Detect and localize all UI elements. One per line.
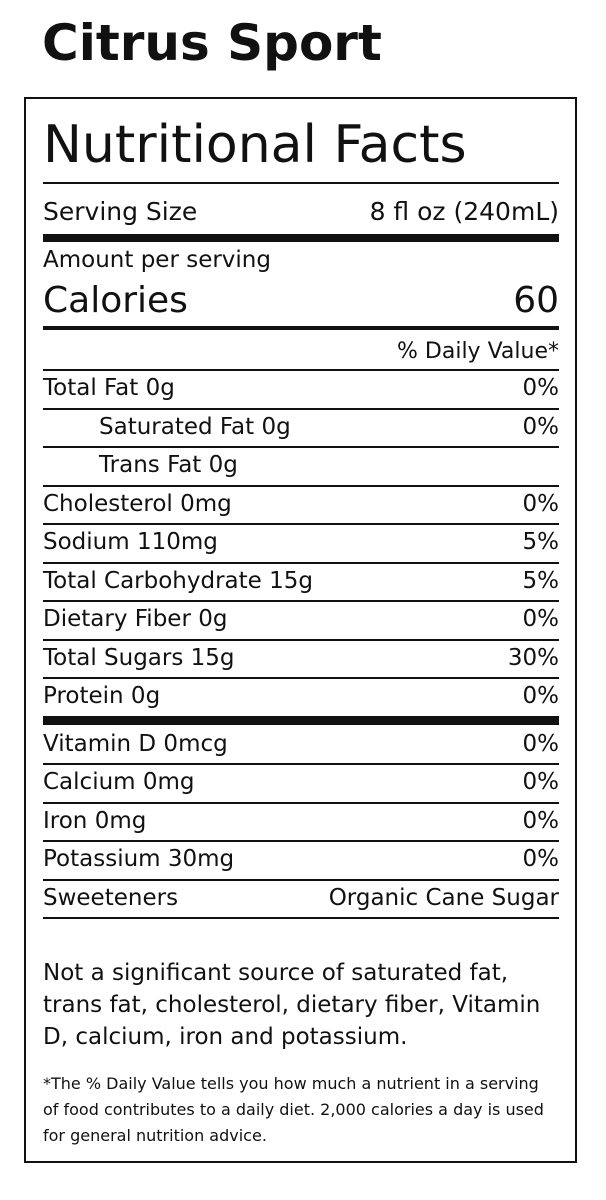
nutrient-daily-value: 30%: [507, 644, 559, 671]
nutrient-name: Potassium 30mg: [43, 846, 235, 873]
vitamins-thick-divider: [43, 715, 559, 725]
nutrient-divider: [43, 561, 559, 564]
daily-value-divider: [43, 369, 559, 371]
daily-value-footnote: *The % Daily Value tells you how much a …: [43, 1074, 544, 1145]
nutrient-daily-value: 0%: [522, 730, 560, 757]
vitamin-divider: [43, 878, 559, 881]
serving-size-row: Serving Size 8 fl oz (240mL): [43, 191, 559, 231]
nutrient-row: Trans Fat 0g: [43, 447, 559, 484]
nutrient-divider: [43, 638, 559, 641]
nutrient-daily-value: 0%: [522, 846, 560, 873]
sweeteners-label: Sweeteners: [43, 884, 179, 911]
nutrient-divider: [43, 523, 559, 525]
nutrient-row: Vitamin D 0mcg 0%: [43, 726, 559, 763]
nutrient-divider: [43, 446, 559, 448]
serving-thick-divider: [43, 234, 559, 242]
vitamin-divider: [43, 840, 559, 842]
nutrient-name: Protein 0g: [43, 683, 161, 710]
nutrient-daily-value: 0%: [522, 606, 560, 633]
serving-size-value: 8 fl oz (240mL): [369, 196, 559, 226]
vitamin-divider: [43, 763, 559, 765]
nutrient-name: Calcium 0mg: [43, 769, 195, 796]
nutrient-name: Total Carbohydrate 15g: [43, 567, 313, 594]
nutrient-daily-value: 5%: [522, 529, 560, 556]
calories-row: Calories 60: [43, 277, 559, 323]
amount-per-serving: Amount per serving: [43, 247, 271, 273]
nutrient-name: Total Fat 0g: [43, 375, 175, 402]
nutrient-daily-value: 5%: [522, 567, 560, 594]
calories-value: 60: [513, 279, 559, 321]
daily-value-header: % Daily Value*: [397, 338, 559, 364]
not-significant-note: Not a significant source of saturated fa…: [43, 960, 541, 1050]
nutrient-row: Total Sugars 15g 30%: [43, 640, 559, 677]
nutrient-row: Saturated Fat 0g 0%: [43, 409, 559, 446]
nutrient-name: Sodium 110mg: [43, 529, 218, 556]
nutrient-divider: [43, 407, 559, 410]
nutrient-row: Protein 0g 0%: [43, 678, 559, 715]
nutrient-row: Total Fat 0g 0%: [43, 370, 559, 407]
daily-value-header-row: % Daily Value*: [43, 334, 559, 368]
sweeteners-value: Organic Cane Sugar: [328, 884, 559, 911]
nutrient-divider: [43, 484, 559, 487]
calories-divider: [43, 326, 559, 330]
nutrient-row: Potassium 30mg 0%: [43, 841, 559, 878]
vitamin-divider: [43, 801, 559, 804]
nutrient-daily-value: 0%: [522, 413, 560, 440]
nutrient-name: Cholesterol 0mg: [43, 490, 232, 517]
nutrient-daily-value: 0%: [522, 683, 560, 710]
nutrient-name: Trans Fat 0g: [99, 452, 238, 479]
nutrient-name: Vitamin D 0mcg: [43, 730, 228, 757]
nutrient-name: Saturated Fat 0g: [99, 413, 291, 440]
nutrient-name: Total Sugars 15g: [43, 644, 235, 671]
product-title: Citrus Sport: [42, 14, 382, 72]
nutrient-row: Sodium 110mg 5%: [43, 524, 559, 561]
nutrient-divider: [43, 677, 559, 679]
nutrient-row: Cholesterol 0mg 0%: [43, 486, 559, 523]
nutrition-facts-panel: Nutritional Facts Serving Size 8 fl oz (…: [24, 97, 577, 1163]
calories-label: Calories: [43, 279, 188, 321]
nutrient-daily-value: 0%: [522, 769, 560, 796]
nutrient-daily-value: 0%: [522, 375, 560, 402]
nutrient-row: Calcium 0mg 0%: [43, 764, 559, 801]
nutrient-name: Iron 0mg: [43, 807, 147, 834]
nutrient-name: Dietary Fiber 0g: [43, 606, 228, 633]
nutrient-row: Dietary Fiber 0g 0%: [43, 601, 559, 638]
nutrient-row: Iron 0mg 0%: [43, 803, 559, 840]
nutrient-daily-value: 0%: [522, 807, 560, 834]
sweeteners-row: Sweeteners Organic Cane Sugar: [43, 880, 559, 917]
nutrient-daily-value: 0%: [522, 490, 560, 517]
nutrient-divider: [43, 600, 559, 602]
title-divider: [43, 182, 559, 184]
serving-size-label: Serving Size: [43, 196, 198, 226]
sweeteners-divider: [43, 917, 559, 919]
nutrient-row: Total Carbohydrate 15g 5%: [43, 563, 559, 600]
nutrition-facts-title: Nutritional Facts: [43, 115, 467, 175]
